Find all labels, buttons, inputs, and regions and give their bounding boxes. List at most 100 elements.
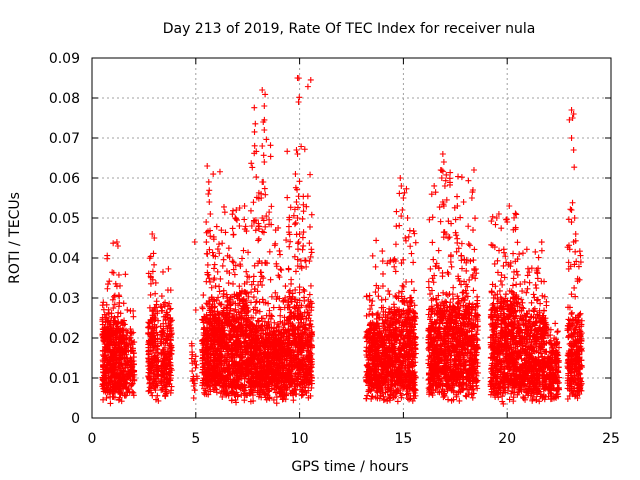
- data-point: [150, 376, 157, 383]
- data-point: [145, 350, 152, 357]
- data-point: [99, 326, 106, 333]
- data-point: [193, 361, 200, 368]
- data-point: [218, 227, 225, 234]
- data-point: [282, 283, 289, 290]
- data-point: [103, 301, 110, 308]
- data-point: [158, 351, 165, 358]
- data-point: [120, 338, 127, 345]
- data-point: [200, 363, 207, 370]
- data-point: [248, 160, 255, 167]
- data-point: [129, 358, 136, 365]
- data-point: [154, 382, 161, 389]
- data-point: [210, 171, 217, 178]
- data-point: [203, 325, 210, 332]
- data-point: [119, 367, 126, 374]
- data-point: [250, 294, 257, 301]
- data-point: [273, 400, 280, 407]
- data-point: [163, 363, 170, 370]
- data-point: [213, 361, 220, 368]
- data-point: [203, 311, 210, 318]
- data-point: [307, 253, 314, 260]
- data-point: [129, 345, 136, 352]
- data-point: [233, 399, 240, 406]
- data-point: [151, 353, 158, 360]
- data-point: [204, 368, 211, 375]
- data-point: [253, 174, 260, 181]
- data-point: [167, 325, 174, 332]
- data-point: [189, 351, 196, 358]
- data-point: [122, 271, 129, 278]
- data-point: [162, 393, 169, 400]
- data-point: [108, 354, 115, 361]
- data-point: [300, 242, 307, 249]
- data-point: [209, 329, 216, 336]
- data-point: [204, 301, 211, 308]
- data-point: [154, 354, 161, 361]
- data-point: [276, 247, 283, 254]
- data-point: [306, 240, 313, 247]
- data-point: [242, 289, 249, 296]
- data-point: [261, 185, 268, 192]
- data-point: [270, 304, 277, 311]
- data-point: [125, 368, 132, 375]
- data-point: [241, 216, 248, 223]
- data-point: [262, 191, 269, 198]
- data-point: [121, 317, 128, 324]
- data-point: [168, 330, 175, 337]
- data-point: [128, 330, 135, 337]
- data-point: [164, 287, 171, 294]
- data-point: [207, 343, 214, 350]
- data-point: [230, 280, 237, 287]
- data-point: [100, 361, 107, 368]
- data-point: [106, 346, 113, 353]
- data-point: [207, 388, 214, 395]
- data-point: [216, 341, 223, 348]
- data-point: [119, 331, 126, 338]
- data-point: [206, 275, 213, 282]
- data-point: [208, 303, 215, 310]
- data-point: [146, 387, 153, 394]
- data-point: [224, 252, 231, 259]
- data-point: [167, 318, 174, 325]
- data-point: [123, 385, 130, 392]
- data-point: [396, 190, 403, 197]
- data-point: [153, 324, 160, 331]
- data-point: [203, 250, 210, 257]
- data-point: [162, 381, 169, 388]
- data-point: [213, 314, 220, 321]
- data-point: [204, 261, 211, 268]
- data-point: [158, 372, 165, 379]
- data-point: [130, 313, 137, 320]
- data-point: [149, 392, 156, 399]
- data-point: [221, 367, 228, 374]
- data-point: [147, 273, 154, 280]
- data-point: [192, 364, 199, 371]
- data-point: [241, 226, 248, 233]
- data-point: [301, 297, 308, 304]
- data-point: [208, 284, 215, 291]
- data-point: [215, 294, 222, 301]
- data-point: [166, 368, 173, 375]
- data-point: [229, 225, 236, 232]
- data-point: [116, 352, 123, 359]
- data-point: [211, 261, 218, 268]
- data-point: [155, 397, 162, 404]
- data-point: [190, 377, 197, 384]
- data-point: [203, 340, 210, 347]
- data-point: [369, 252, 376, 259]
- data-point: [166, 306, 173, 313]
- data-point: [201, 385, 208, 392]
- data-point: [213, 328, 220, 335]
- data-point: [115, 271, 122, 278]
- data-point: [100, 299, 107, 306]
- data-point: [147, 291, 154, 298]
- data-point: [229, 258, 236, 265]
- data-point: [253, 298, 260, 305]
- data-point: [123, 342, 130, 349]
- data-point: [113, 283, 120, 290]
- data-point: [189, 368, 196, 375]
- data-point: [109, 296, 116, 303]
- data-point: [382, 296, 389, 303]
- data-point: [124, 329, 131, 336]
- data-point: [200, 352, 207, 359]
